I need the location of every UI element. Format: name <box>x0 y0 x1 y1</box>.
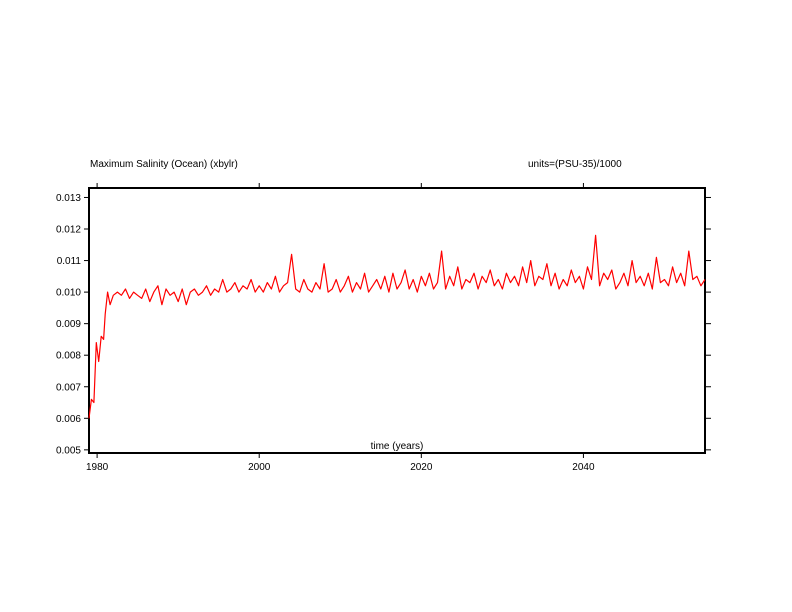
y-tick-label: 0.011 <box>57 256 82 267</box>
y-tick-label: 0.013 <box>56 193 81 204</box>
x-tick-label: 1980 <box>86 462 109 473</box>
y-tick-label: 0.007 <box>56 382 81 393</box>
x-tick-label: 2020 <box>410 462 433 473</box>
axis-ticks: 0.005 0.006 0.007 0.008 0.009 0.010 0.011 0.012… <box>56 183 711 473</box>
y-tick-label: 0.006 <box>56 414 81 425</box>
x-tick-label: 2000 <box>248 462 271 473</box>
x-tick-label: 2040 <box>572 462 595 473</box>
y-tick-label: 0.012 <box>56 225 81 236</box>
series-line <box>88 234 706 419</box>
y-tick-label: 0.009 <box>56 319 81 330</box>
units-label: units=(PSU-35)/1000 <box>528 159 622 170</box>
y-tick-label: 0.010 <box>56 288 81 299</box>
plot-frame <box>88 187 706 454</box>
y-tick-label: 0.005 <box>56 445 81 456</box>
y-tick-label: 0.008 <box>56 351 81 362</box>
x-axis-label: time (years) <box>371 441 424 452</box>
chart-title: Maximum Salinity (Ocean) (xbylr) <box>90 159 238 170</box>
